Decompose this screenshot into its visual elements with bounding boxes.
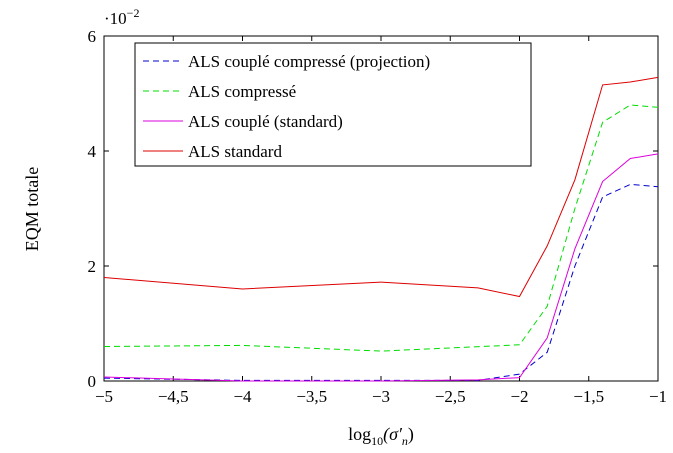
x-tick-label: −5	[95, 387, 113, 406]
x-tick-label: −4	[233, 387, 252, 406]
y-axis-label: EQM totale	[22, 167, 42, 251]
x-tick-label: −3	[372, 387, 390, 406]
legend-label: ALS compressé	[188, 82, 296, 101]
series-line	[103, 153, 659, 382]
series-line	[103, 76, 659, 298]
legend: ALS couplé compressé (projection) ALS com…	[134, 42, 532, 167]
axis-ticks: −5 −4,5 −4 −3,5 −3 −2,5 −2 −1,5 −1 0 2 4 6	[88, 27, 668, 406]
y-tick-label: 4	[88, 142, 97, 161]
y-tick-label: 0	[88, 372, 97, 391]
series-line	[103, 183, 659, 381]
y-tick-label: 2	[88, 257, 97, 276]
y-scale-label: ·10−2	[104, 6, 139, 28]
legend-label: ALS standard	[188, 142, 282, 161]
legend-box	[134, 42, 532, 167]
x-tick-label: −1,5	[573, 387, 604, 406]
x-tick-label: −2,5	[435, 387, 466, 406]
series-line	[103, 104, 659, 352]
y-tick-label: 6	[88, 27, 97, 46]
x-tick-label: −3,5	[296, 387, 327, 406]
x-axis-label: log10(σ′n)	[348, 424, 414, 448]
legend-label: ALS couplé compressé (projection)	[188, 52, 430, 71]
x-tick-label: −4,5	[158, 387, 189, 406]
x-tick-label: −1	[649, 387, 667, 406]
x-tick-label: −2	[510, 387, 528, 406]
series-layer	[103, 76, 659, 382]
legend-label: ALS couplé (standard)	[188, 112, 343, 131]
